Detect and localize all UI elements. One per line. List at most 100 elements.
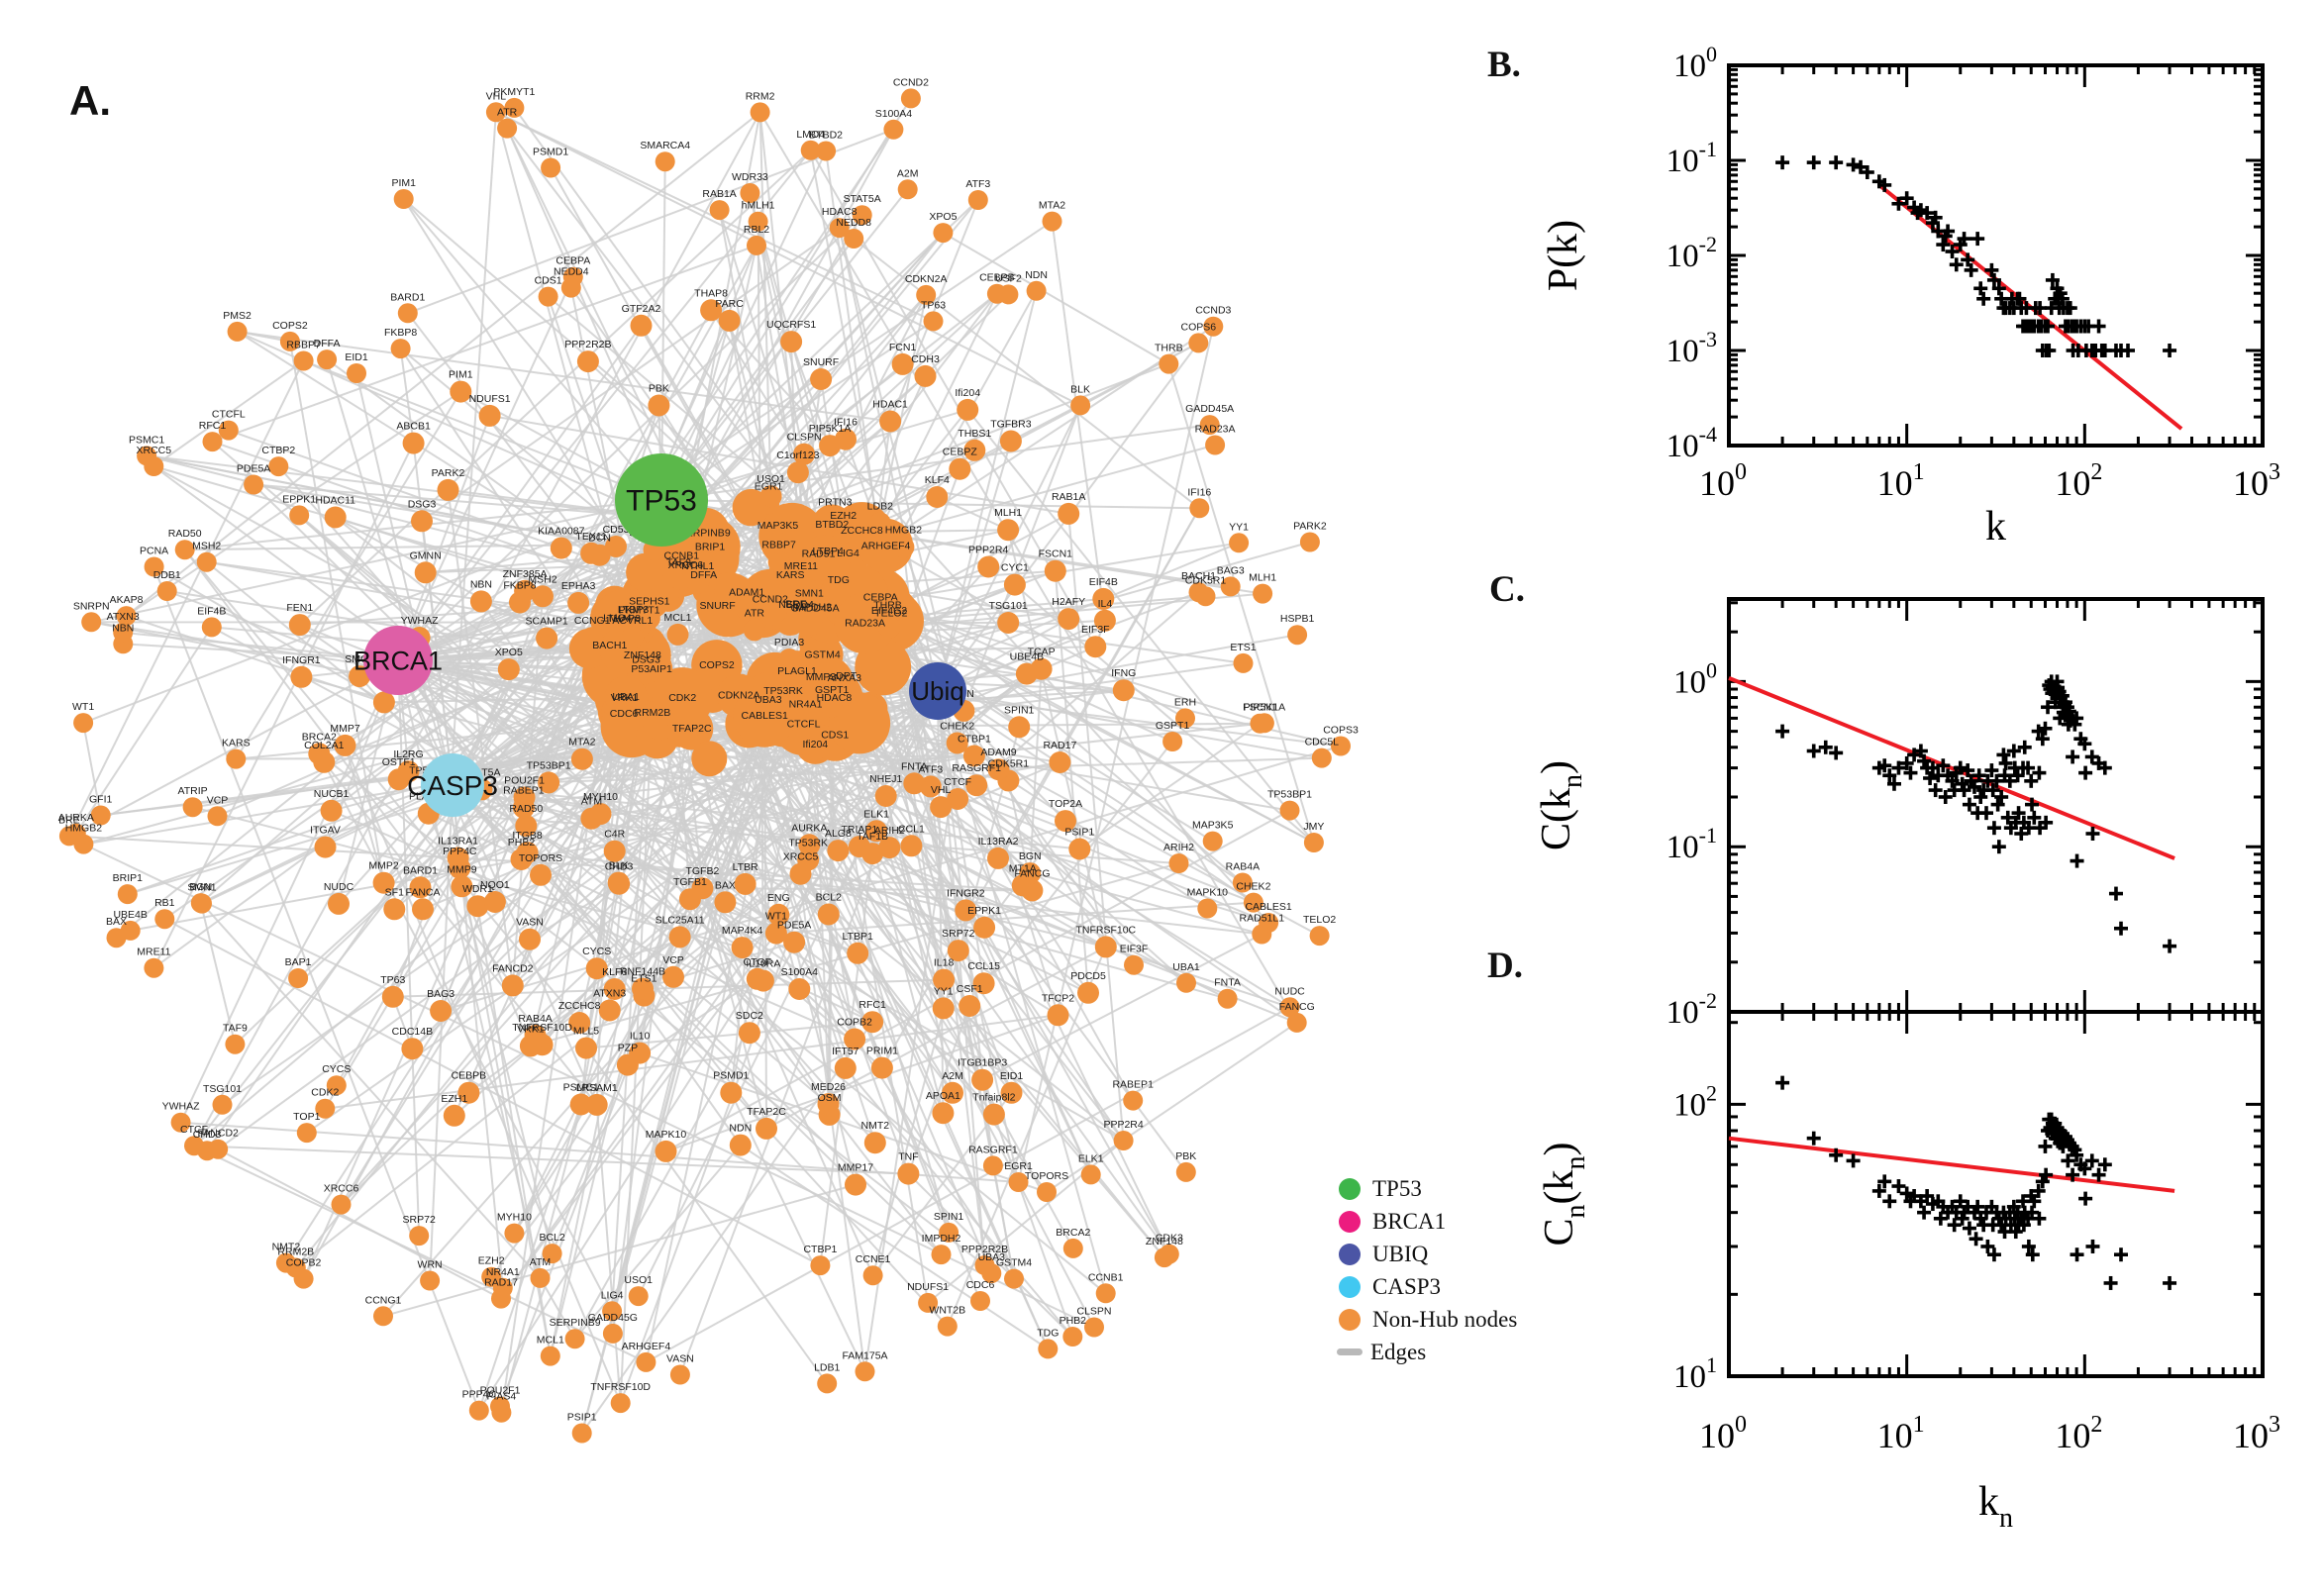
gene-label: PRTN3 <box>818 496 852 508</box>
gene-label: PSIP1 <box>567 1412 597 1424</box>
gene-label: NEDD4 <box>554 266 589 278</box>
gene-label: COPS6 <box>1180 321 1216 333</box>
non-hub-node <box>202 432 223 452</box>
gene-label: ITGB8 <box>512 830 543 842</box>
gene-label: GFI1 <box>89 794 112 806</box>
svg-text:10-3: 10-3 <box>1666 327 1717 369</box>
gene-label: KIAA0087 <box>538 526 584 538</box>
gene-label: MCL1 <box>537 1335 564 1347</box>
non-hub-node <box>748 211 768 232</box>
non-hub-node <box>387 768 410 791</box>
gene-label: SERPINB9 <box>550 1317 601 1329</box>
plot-panel-D: 102 101 100 101 102 103 kn Cn(kn) <box>1537 1010 2280 1534</box>
non-hub-node <box>1095 1283 1116 1304</box>
non-hub-node <box>797 848 820 871</box>
non-hub-node <box>347 363 366 383</box>
non-hub-node <box>420 1270 441 1291</box>
network-node-labels: TP53RK THAP8 DSG3 SNURF VRK1 Ifi204 P53AIP1 TFA… <box>58 76 1359 1423</box>
non-hub-node <box>113 622 134 643</box>
non-hub-node <box>1038 1339 1059 1359</box>
gene-label: WNT2B <box>929 1305 965 1317</box>
non-hub-node <box>560 277 581 298</box>
non-hub-node <box>1062 1238 1083 1258</box>
gene-label: TP53RK <box>763 685 803 697</box>
gene-label: TDG <box>1037 1327 1059 1339</box>
gene-label: XRCC6 <box>668 559 704 571</box>
non-hub-node <box>317 349 338 370</box>
gene-label: IFNG <box>1111 667 1136 679</box>
gene-label: GSTM4 <box>805 648 841 660</box>
non-hub-node <box>759 485 782 508</box>
non-hub-node <box>817 903 840 926</box>
gene-label: SMN1 <box>187 882 216 894</box>
non-hub-node <box>154 909 175 930</box>
non-hub-node <box>1175 708 1195 729</box>
gene-label: ATXN3 <box>107 611 140 623</box>
non-hub-node <box>538 286 558 307</box>
gene-label: EPPK1 <box>967 905 1001 917</box>
gene-label: IL13RA1 <box>438 836 478 848</box>
gene-label: YWHAZ <box>401 615 440 627</box>
gene-label: RAD51L1 <box>1240 913 1285 925</box>
non-hub-node <box>963 439 986 461</box>
gene-label: TFCP2 <box>1042 992 1074 1004</box>
non-hub-node <box>81 612 102 633</box>
gene-label: EIF3F <box>1120 944 1149 955</box>
gene-label: WDR33 <box>732 171 768 183</box>
non-hub-node <box>541 157 561 178</box>
non-hub-node <box>974 1255 995 1275</box>
gene-label: ZNF385A <box>503 568 548 580</box>
gene-label: MSH2 <box>528 573 556 585</box>
legend-item-label: TP53 <box>1372 1175 1422 1201</box>
gene-label: PHB2 <box>508 837 536 848</box>
non-hub-node <box>607 871 630 894</box>
non-hub-node <box>1068 838 1091 860</box>
gene-label: CCNB1 <box>664 550 700 562</box>
gene-label: TGFBR3 <box>990 419 1032 431</box>
edge-swatch-icon <box>1337 1348 1363 1355</box>
non-hub-node <box>279 331 300 351</box>
non-hub-node <box>844 229 864 249</box>
gene-label: IFNGR1 <box>282 654 321 666</box>
gene-label: CCNE1 <box>856 1253 891 1265</box>
non-hub-node <box>468 1400 489 1421</box>
gene-label: ABCB1 <box>396 421 431 433</box>
non-hub-node <box>1049 751 1071 773</box>
non-hub-node <box>970 1291 990 1311</box>
gene-label: CTCFL <box>212 409 246 421</box>
gene-label: PIP5K1A <box>1244 701 1286 713</box>
non-hub-node <box>785 611 808 634</box>
non-hub-node <box>466 895 489 918</box>
non-hub-node <box>834 1056 857 1079</box>
gene-label: MLH1 <box>1249 572 1276 584</box>
gene-label: NDUFS1 <box>907 1281 949 1293</box>
non-hub-node <box>824 508 847 531</box>
non-hub-node <box>834 592 896 654</box>
gene-label: H2AFY <box>1052 596 1085 608</box>
gene-label: CCND2 <box>893 76 929 88</box>
gene-label: NR4A1 <box>789 698 823 710</box>
gene-label: PKMYT1 <box>619 605 660 617</box>
gene-label: IL4 <box>1098 598 1113 610</box>
non-hub-node <box>955 899 977 922</box>
non-hub-node <box>967 190 988 210</box>
gene-label: MMP9 <box>447 863 476 875</box>
gene-label: SNURF <box>803 356 839 368</box>
gene-label: CABLES1 <box>742 710 788 722</box>
gene-label: PRIM1 <box>866 1046 898 1057</box>
non-hub-node <box>412 898 434 921</box>
gene-label: TOP2A <box>1049 798 1082 810</box>
gene-label: TSG101 <box>989 600 1028 612</box>
gene-label: COL2A1 <box>304 740 344 751</box>
non-hub-node <box>810 368 833 390</box>
gene-label: BRCA2 <box>1056 1227 1090 1239</box>
gene-label: ERH <box>1174 696 1196 708</box>
gene-label: SF1 <box>385 886 404 898</box>
svg-text:102: 102 <box>2055 1412 2102 1455</box>
non-hub-node <box>451 875 473 898</box>
non-hub-node <box>949 457 971 480</box>
gene-label: TFAP2C <box>672 723 712 735</box>
non-hub-node <box>932 1102 955 1125</box>
non-hub-node <box>315 1098 336 1119</box>
